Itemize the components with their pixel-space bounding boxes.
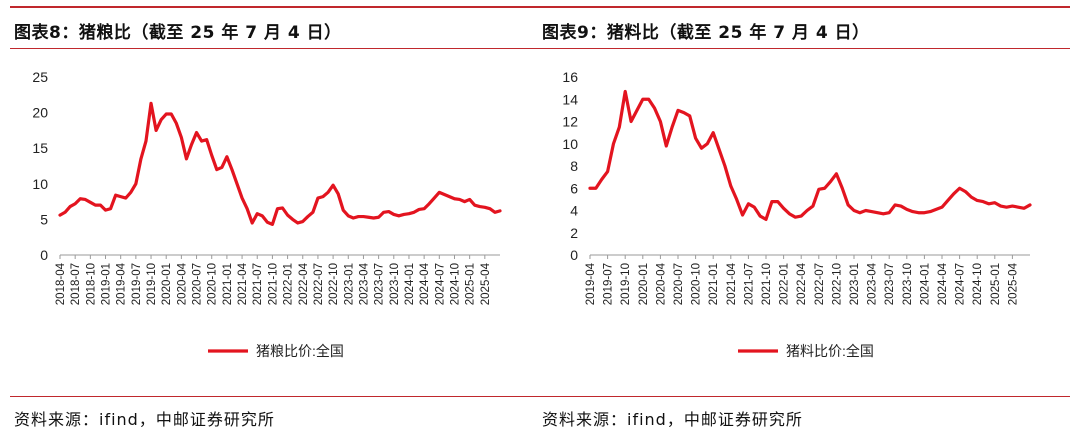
- x-tick-label: 2021-07: [743, 263, 755, 305]
- x-tick-label: 2020-10: [207, 263, 219, 305]
- x-tick-label: 2018-10: [85, 263, 97, 305]
- x-tick-label: 2022-04: [796, 262, 808, 305]
- chart-panel-pig-grain: 图表8：猪粮比（截至 25 年 7 月 4 日） 0 5 10 15 20 25 2018-…: [10, 0, 542, 446]
- x-tick-label: 2023-04: [358, 262, 370, 305]
- x-tick-label: 2018-04: [55, 262, 67, 305]
- x-tick-label: 2022-01: [283, 263, 295, 305]
- x-tick-label: 2022-01: [779, 263, 791, 305]
- x-tick-label: 2020-07: [673, 263, 685, 305]
- chart-title: 图表8：猪粮比（截至 25 年 7 月 4 日）: [14, 23, 342, 43]
- x-tick-label: 2022-07: [814, 263, 826, 305]
- pig-feed-ratio-chart: 0 2 4 6 8 10 12 14 16 2019-04 2019-07 2019-10 2020-0…: [562, 69, 1032, 359]
- y-tick-label: 10: [562, 136, 578, 152]
- x-tick-label: 2024-07: [955, 263, 967, 305]
- x-tick-label: 2019-07: [603, 263, 615, 305]
- x-tick-label: 2021-01: [222, 263, 234, 305]
- x-tick-label: 2024-07: [434, 263, 446, 305]
- y-tick-label: 0: [40, 247, 48, 263]
- bottom-divider: [538, 396, 1070, 397]
- source-note: 资料来源：ifind，中邮证券研究所: [14, 410, 275, 429]
- x-tick-label: 2019-10: [146, 263, 158, 305]
- y-tick-label: 15: [32, 140, 48, 156]
- y-tick-label: 16: [562, 69, 578, 85]
- x-tick-label: 2024-10: [449, 263, 461, 305]
- x-tick-label: 2025-01: [990, 263, 1002, 305]
- title-divider: [538, 48, 1070, 49]
- x-tick-label: 2021-04: [237, 262, 249, 305]
- x-tick-label: 2023-07: [374, 263, 386, 305]
- y-tick-label: 12: [562, 114, 578, 130]
- source-note: 资料来源：ifind，中邮证券研究所: [542, 410, 803, 429]
- y-tick-label: 10: [32, 176, 48, 192]
- x-tick-label: 2020-01: [638, 263, 650, 305]
- y-tick-label: 0: [570, 247, 578, 263]
- y-tick-label: 4: [570, 203, 578, 219]
- y-tick-label: 14: [562, 91, 578, 107]
- chart-title: 图表9：猪料比（截至 25 年 7 月 4 日）: [542, 23, 870, 43]
- x-tick-label: 2023-04: [867, 262, 879, 305]
- x-tick-label: 2020-01: [161, 263, 173, 305]
- x-tick-label: 2020-04: [176, 262, 188, 305]
- series-line: [58, 101, 502, 226]
- y-tick-label: 6: [570, 180, 578, 196]
- x-tick-label: 2024-04: [937, 262, 949, 305]
- x-tick-label: 2024-01: [919, 263, 931, 305]
- legend-label: 猪粮比价:全国: [256, 343, 344, 359]
- x-tick-label: 2018-07: [70, 263, 82, 305]
- y-tick-label: 5: [40, 211, 48, 227]
- x-tick-label: 2024-10: [972, 263, 984, 305]
- x-tick-label: 2023-10: [902, 263, 914, 305]
- x-tick-label: 2021-10: [761, 263, 773, 305]
- x-tick-label: 2019-04: [585, 262, 597, 305]
- x-tick-label: 2025-04: [480, 262, 492, 305]
- x-tick-label: 2023-01: [343, 263, 355, 305]
- x-tick-label: 2021-10: [267, 263, 279, 305]
- top-divider: [538, 6, 1070, 8]
- x-tick-label: 2023-01: [849, 263, 861, 305]
- y-tick-label: 2: [570, 225, 578, 241]
- x-tick-label: 2020-07: [192, 263, 204, 305]
- x-tick-label: 2020-10: [691, 263, 703, 305]
- x-tick-label: 2022-07: [313, 263, 325, 305]
- x-tick-label: 2023-10: [389, 263, 401, 305]
- y-tick-label: 20: [32, 105, 48, 121]
- title-divider: [10, 48, 542, 49]
- legend-label: 猪料比价:全国: [786, 343, 874, 359]
- x-tick-label: 2021-07: [252, 263, 264, 305]
- x-tick-label: 2022-10: [831, 263, 843, 305]
- chart-panel-pig-feed: 图表9：猪料比（截至 25 年 7 月 4 日） 0 2 4 6 8 10 12 14 16 20…: [538, 0, 1070, 446]
- top-divider: [10, 6, 542, 8]
- x-tick-label: 2025-04: [1007, 262, 1019, 305]
- x-tick-label: 2022-10: [328, 263, 340, 305]
- x-tick-label: 2023-07: [884, 263, 896, 305]
- x-tick-label: 2021-01: [708, 263, 720, 305]
- x-tick-label: 2019-10: [620, 263, 632, 305]
- x-tick-label: 2024-01: [404, 263, 416, 305]
- x-tick-label: 2019-04: [116, 262, 128, 305]
- x-tick-label: 2019-01: [101, 263, 113, 305]
- x-tick-label: 2025-01: [465, 263, 477, 305]
- x-tick-label: 2022-04: [298, 262, 310, 305]
- x-tick-label: 2024-04: [419, 262, 431, 305]
- y-tick-label: 25: [32, 69, 48, 85]
- series-line: [588, 89, 1032, 221]
- x-tick-label: 2020-04: [655, 262, 667, 305]
- x-tick-label: 2019-07: [131, 263, 143, 305]
- bottom-divider: [10, 396, 542, 397]
- x-tick-label: 2021-04: [726, 262, 738, 305]
- y-tick-label: 8: [570, 158, 578, 174]
